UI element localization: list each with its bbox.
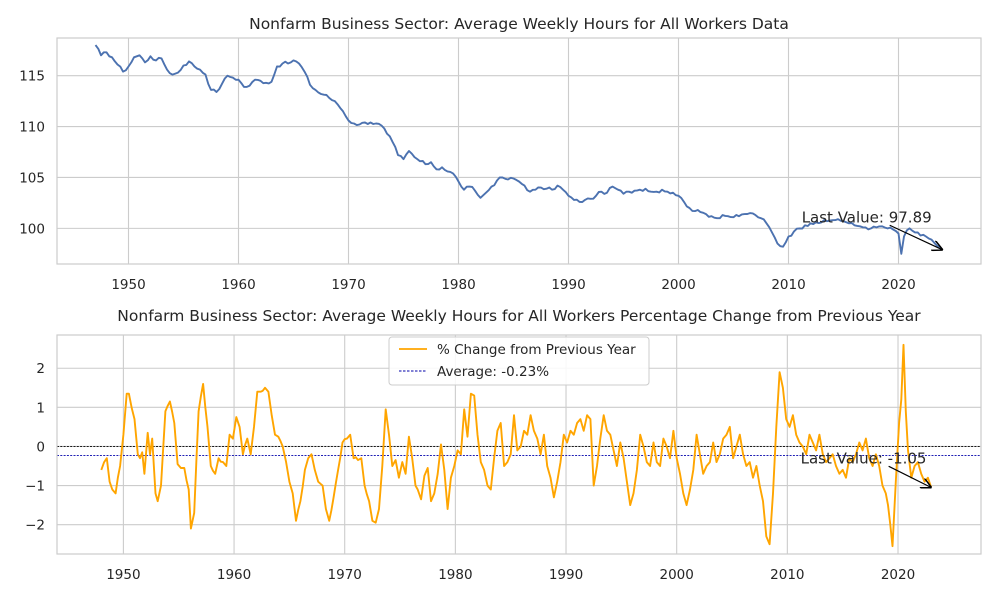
y-tick-label: −1 [25,479,45,495]
y-tick-label: 110 [19,120,45,136]
x-tick-label: 1990 [551,277,585,293]
top-gridlines [57,38,981,264]
x-tick-label: 1970 [328,567,362,583]
x-tick-label: 1950 [111,277,145,293]
x-tick-label: 1980 [438,567,472,583]
x-tick-label: 2020 [881,567,915,583]
x-tick-label: 1960 [217,567,251,583]
x-tick-label: 1950 [106,567,140,583]
legend-label-average: Average: -0.23% [437,364,549,380]
bottom-tick-labels: 1950 1960 1970 1980 1990 2000 2010 2020 −2 −1 0 1 2 [25,361,915,583]
top-chart: 1950 1960 1970 1980 1990 2000 2010 2020 100 105 11… [19,15,982,293]
bottom-annotation: Last Value: -1.05 [801,449,932,487]
x-tick-label: 2000 [661,277,695,293]
top-axes-frame [56,37,982,265]
top-chart-title: Nonfarm Business Sector: Average Weekly … [249,15,789,33]
bottom-chart: 1950 1960 1970 1980 1990 2000 2010 2020−2−1012 … [25,307,982,583]
legend-box [388,336,650,386]
top-last-value-label: Last Value: 97.89 [802,208,932,226]
top-annotation: Last Value: 97.89 [802,208,943,250]
top-series [94,44,944,255]
y-tick-label: 105 [19,170,45,186]
y-tick-label: −2 [25,518,45,534]
x-tick-label: 1980 [441,277,475,293]
x-tick-label: 1960 [221,277,255,293]
bottom-axes-frame [56,334,982,555]
series-line [100,343,933,548]
top-tick-labels: 1950 1960 1970 1980 1990 2000 2010 2020 100 105 11… [19,69,915,293]
x-tick-label: 2010 [771,277,805,293]
x-tick-label: 1990 [549,567,583,583]
bottom-series [100,343,933,548]
annotation-arrow [889,224,943,250]
x-tick-label: 2000 [660,567,694,583]
bottom-reference-lines [57,446,981,456]
bottom-legend: % Change from Previous Year Average: -0.… [388,336,650,386]
bottom-last-value-label: Last Value: -1.05 [801,449,927,467]
y-tick-label: 1 [36,400,45,416]
y-tick-label: 2 [36,361,45,377]
series-line [94,44,944,255]
annotation-arrow [888,465,932,487]
bottom-chart-title: Nonfarm Business Sector: Average Weekly … [117,307,921,325]
y-tick-label: 115 [19,69,45,85]
x-tick-label: 1970 [331,277,365,293]
y-tick-label: 100 [19,221,45,237]
x-tick-label: 2010 [770,567,804,583]
y-tick-label: 0 [36,439,45,455]
x-tick-label: 2020 [881,277,915,293]
legend-label-series: % Change from Previous Year [437,342,636,358]
